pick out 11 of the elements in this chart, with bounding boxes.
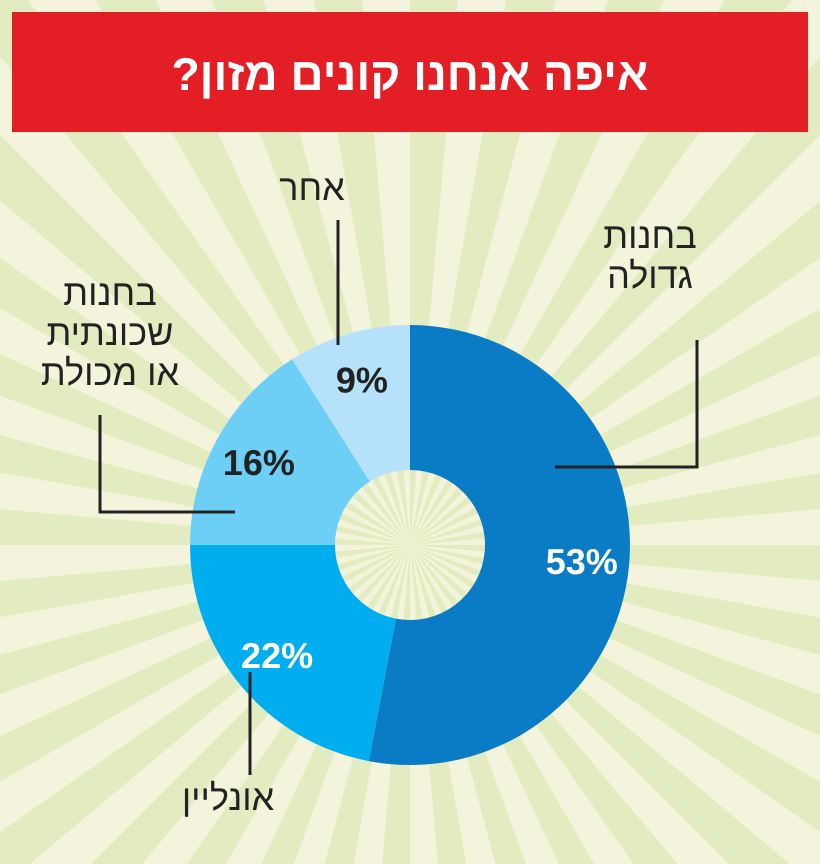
donut-slice — [292, 325, 410, 482]
slice-label: בחנות שכונתית או מכולת — [40, 272, 180, 393]
data-label: 53% — [546, 541, 618, 582]
data-label: 9% — [336, 359, 388, 400]
chart-title: איפה אנחנו קונים מזון? — [172, 48, 648, 100]
data-label: 22% — [241, 634, 314, 676]
slice-label: אחר — [279, 167, 346, 208]
data-label: 16% — [222, 442, 295, 483]
donut-slice — [190, 545, 396, 762]
slice-label: בחנות גדולה — [603, 215, 697, 296]
slice-label: אונליין — [182, 777, 275, 818]
